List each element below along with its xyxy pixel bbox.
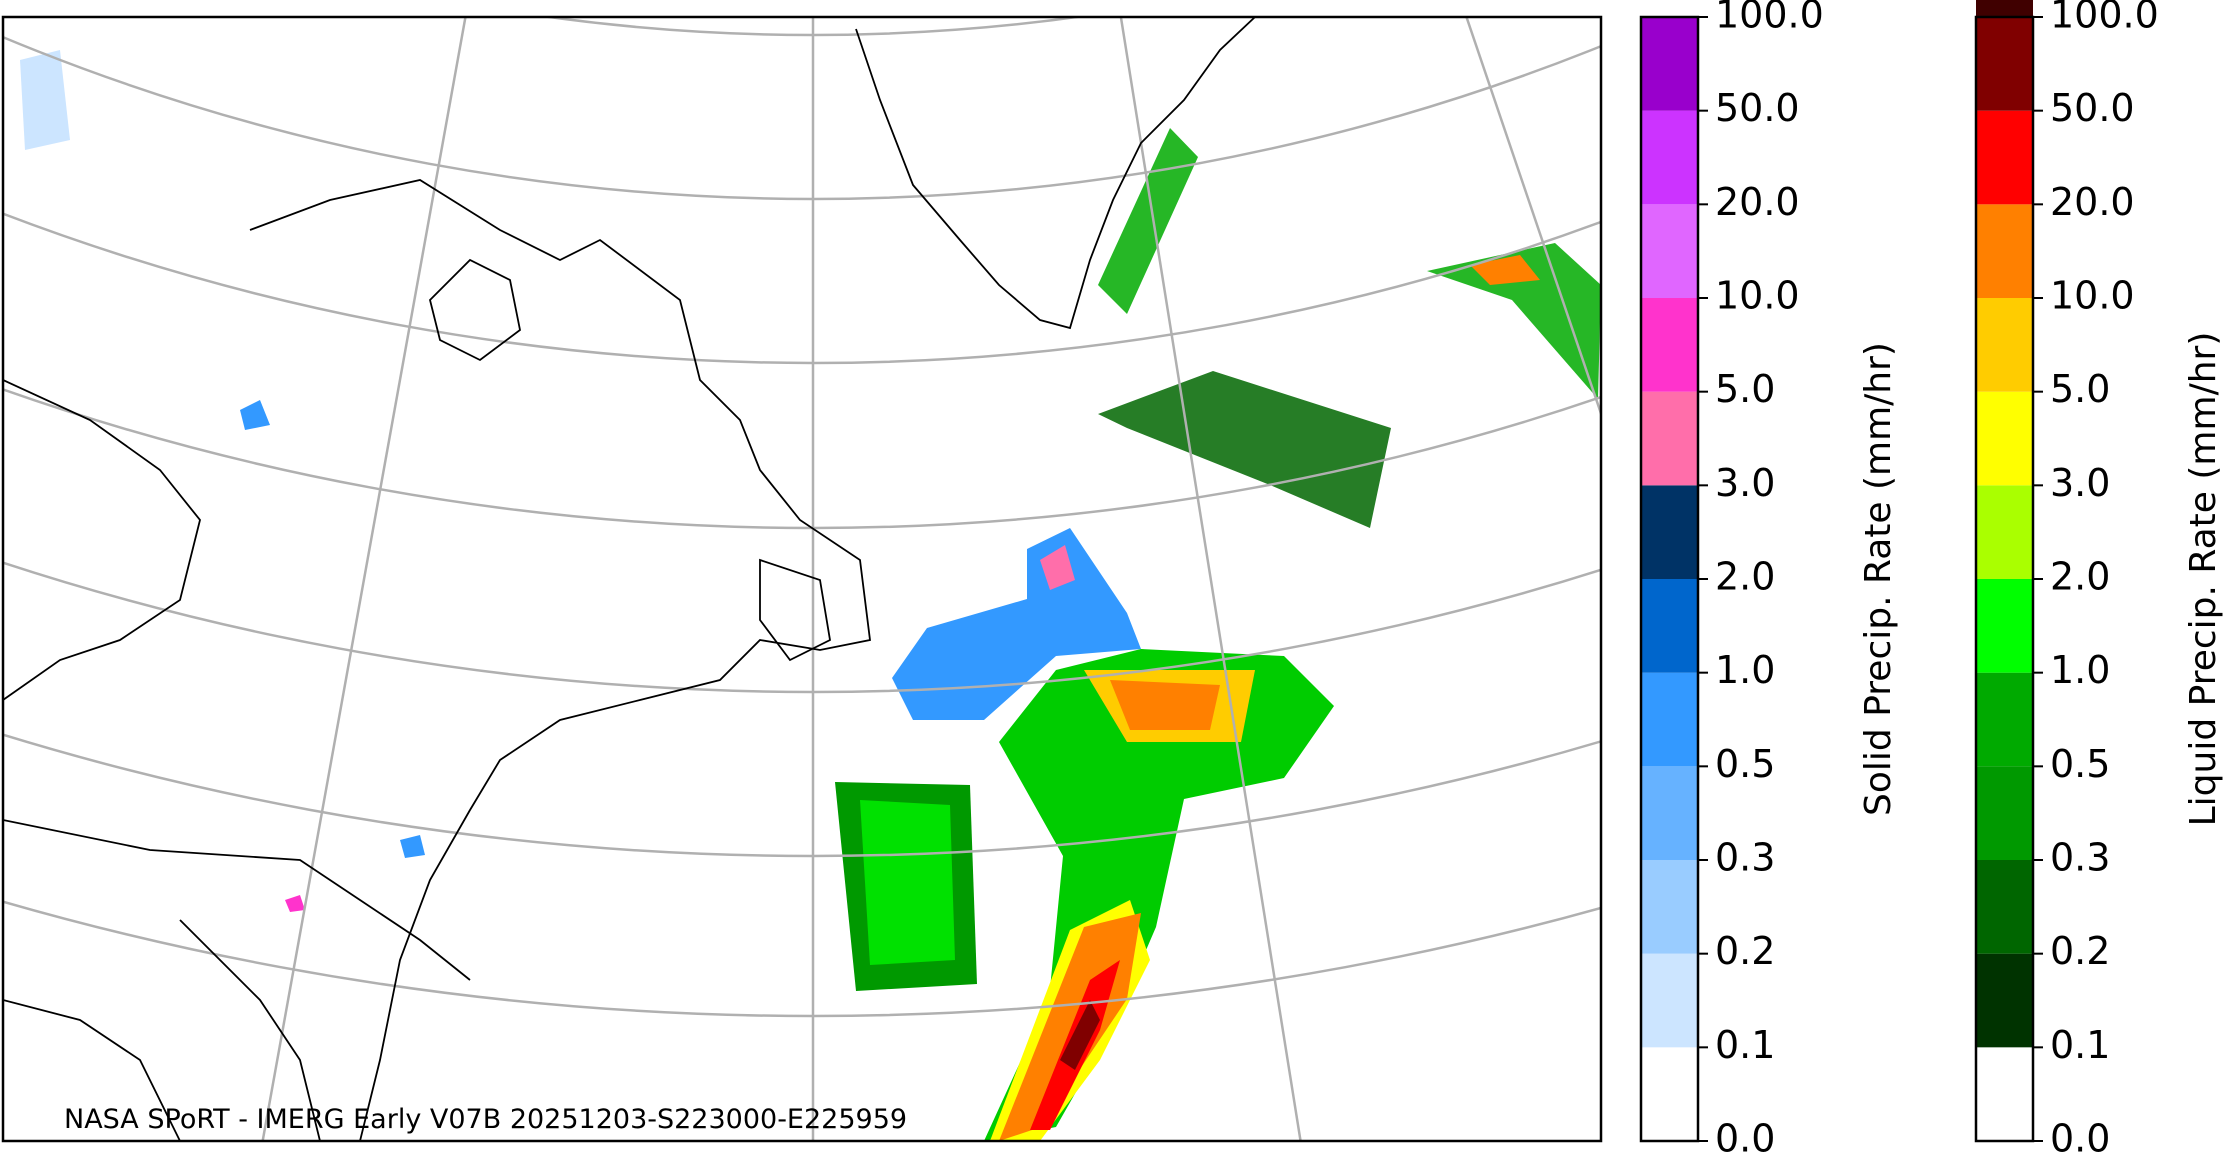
tick-label: 1.0: [1715, 648, 1775, 692]
map-frame: [1, 15, 1603, 1143]
colorbar-segment: [1641, 766, 1698, 860]
tick-label: 0.0: [2050, 1117, 2110, 1161]
colorbar-segment: [1976, 860, 2033, 954]
colorbar-segment: [1641, 953, 1698, 1048]
colorbar-segment: [1976, 204, 2033, 298]
colorbar-segment: [1976, 110, 2033, 205]
tick-label: 50.0: [1715, 86, 1800, 130]
tick-label: 0.1: [2050, 1023, 2110, 1067]
colorbar-segment: [1976, 766, 2033, 860]
colorbar-segment: [1641, 298, 1698, 392]
tick-label: 0.3: [1715, 836, 1775, 880]
colorbar-segment: [1641, 204, 1698, 298]
tick-label: 20.0: [1715, 180, 1800, 224]
tick-label: 1.0: [2050, 648, 2110, 692]
tick-label: 0.5: [2050, 742, 2110, 786]
tick-label: 100.0: [1715, 0, 1824, 37]
colorbar-segment: [1641, 485, 1698, 579]
tick-label: 5.0: [2050, 367, 2110, 411]
colorbar-segment: [1641, 860, 1698, 954]
credit: NASA SPoRT - IMERG Early V07B 20251203-S…: [64, 1104, 907, 1135]
colorbar-segment: [1641, 110, 1698, 205]
colorbar-segment: [1641, 672, 1698, 767]
precip-areas: [20, 50, 1601, 1141]
colorbar-segment: [1641, 579, 1698, 673]
colorbar-segment: [1641, 1047, 1698, 1141]
tick-label: 2.0: [2050, 555, 2110, 599]
tick-label: 100.0: [2050, 0, 2159, 37]
colorbar-segment: [1976, 1047, 2033, 1141]
colorbar-segment: [1976, 17, 2033, 111]
colorbar-segment: [1976, 485, 2033, 579]
tick-label: 10.0: [1715, 274, 1800, 318]
tick-label: 0.3: [2050, 836, 2110, 880]
colorbar-segment: [1976, 0, 2033, 17]
colorbar-segment: [1976, 672, 2033, 767]
tick-label: 3.0: [1715, 461, 1775, 505]
colorbar-label: Liquid Precip. Rate (mm/hr): [2183, 332, 2224, 827]
tick-label: 3.0: [2050, 461, 2110, 505]
tick-label: 0.0: [1715, 1117, 1775, 1161]
colorbar-segment: [1641, 17, 1698, 111]
tick-label: 20.0: [2050, 180, 2135, 224]
tick-label: 50.0: [2050, 86, 2135, 130]
colorbar-segment: [1976, 298, 2033, 392]
colorbar-segment: [1976, 953, 2033, 1048]
tick-label: 10.0: [2050, 274, 2135, 318]
colorbar-label: Solid Precip. Rate (mm/hr): [1858, 342, 1899, 816]
tick-label: 0.5: [1715, 742, 1775, 786]
colorbar-segment: [1976, 391, 2033, 486]
tick-label: 2.0: [1715, 555, 1775, 599]
coastlines: [3, 17, 1256, 1141]
tick-label: 0.2: [2050, 929, 2110, 973]
colorbar-segment: [1976, 579, 2033, 673]
tick-label: 5.0: [1715, 367, 1775, 411]
colorbar-segment: [1641, 391, 1698, 486]
colorbars: 0.0 0.1 0.2 0.3 0.5 1.0 2.0 3.0 5.0 10.0 20.0 50.0 1…: [1639, 0, 2224, 1161]
tick-label: 0.2: [1715, 929, 1775, 973]
tick-label: 0.1: [1715, 1023, 1775, 1067]
